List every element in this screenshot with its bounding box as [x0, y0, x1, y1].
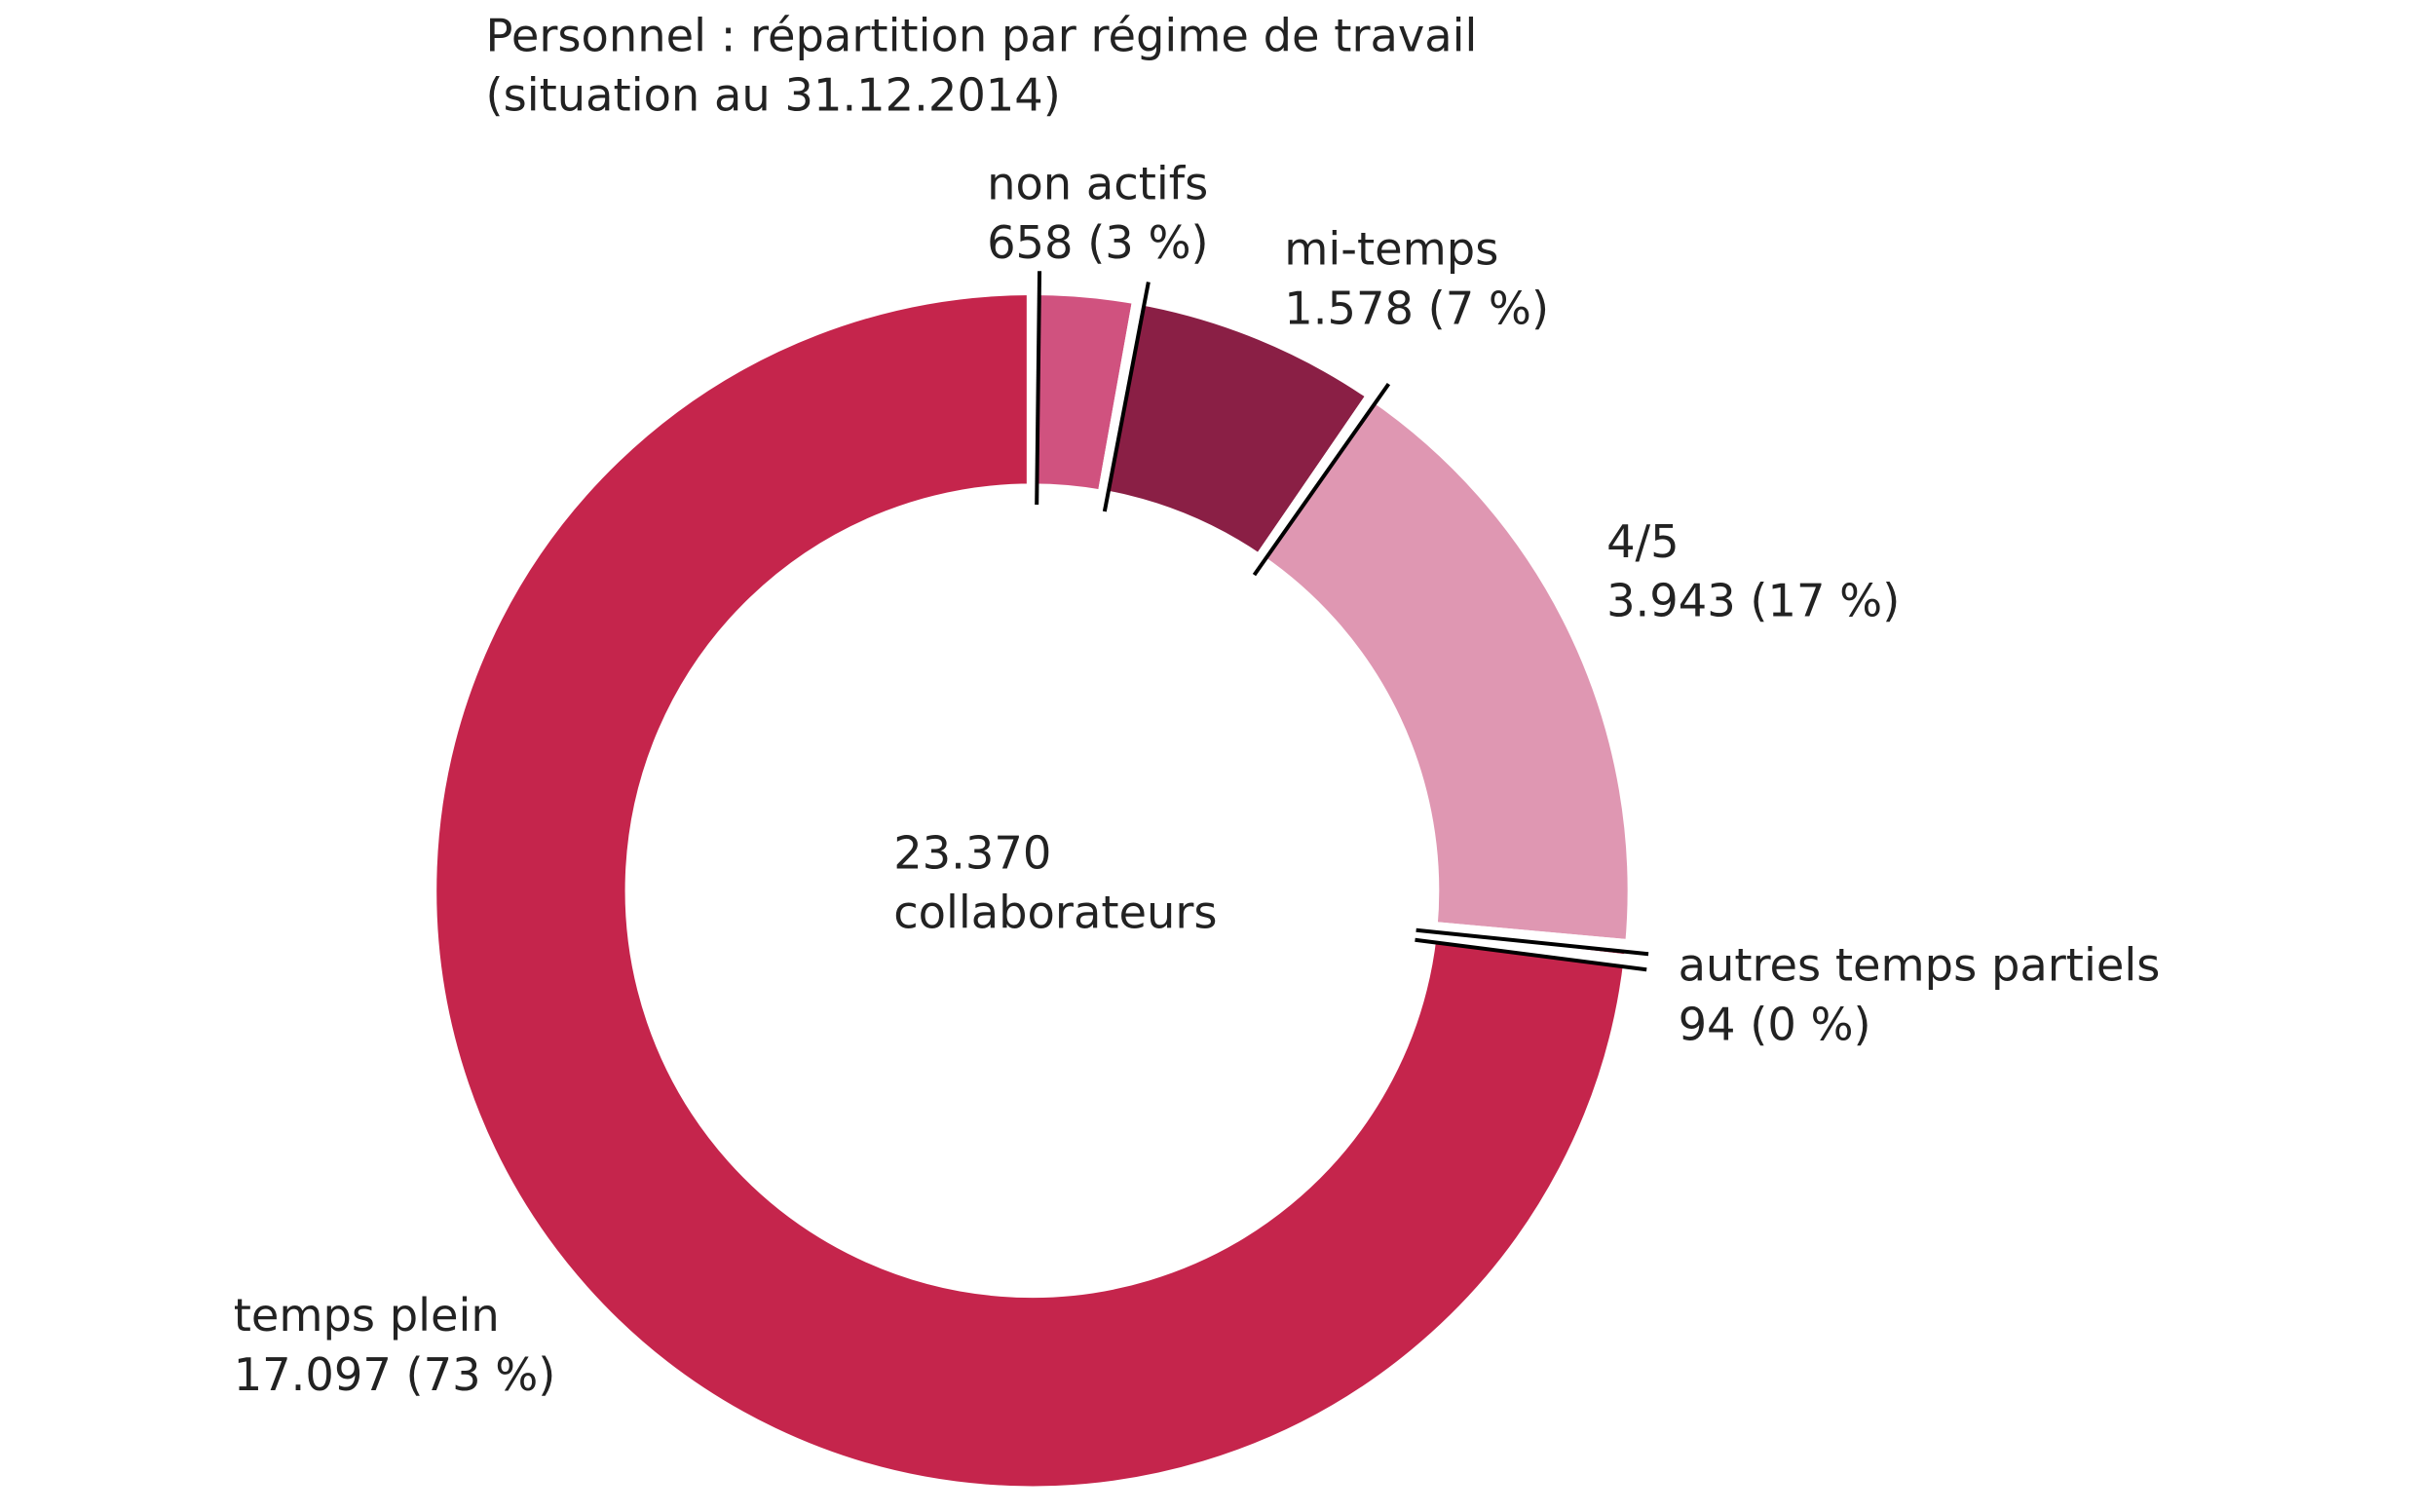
slice-label: temps plein — [234, 1289, 500, 1342]
chart-title: Personnel : répartition par régime de tr… — [486, 10, 1478, 62]
slice-value-label: 658 (3 %) — [987, 216, 1209, 269]
donut-slice — [1251, 387, 1639, 952]
slice-label: autres temps partiels — [1679, 939, 2161, 992]
donut-slice — [426, 284, 1636, 1497]
slice-label: mi-temps — [1284, 223, 1498, 276]
slice-value-label: 3.943 (17 %) — [1606, 575, 1900, 627]
slice-value-label: 1.578 (7 %) — [1284, 282, 1549, 334]
center-text: 23.370 — [893, 827, 1051, 880]
slice-value-label: 17.097 (73 %) — [234, 1348, 556, 1401]
slice-label: non actifs — [987, 157, 1208, 209]
separator-line — [1415, 937, 1647, 972]
separator-line — [1102, 282, 1151, 512]
slice-value-label: 94 (0 %) — [1679, 998, 1871, 1050]
separator-line — [1252, 382, 1391, 577]
separator-line — [1035, 271, 1042, 505]
slice-label: 4/5 — [1606, 515, 1680, 568]
chart-subtitle: (situation au 31.12.2014) — [486, 68, 1061, 121]
separator-line — [1416, 927, 1649, 957]
center-text: collaborateurs — [893, 886, 1217, 938]
